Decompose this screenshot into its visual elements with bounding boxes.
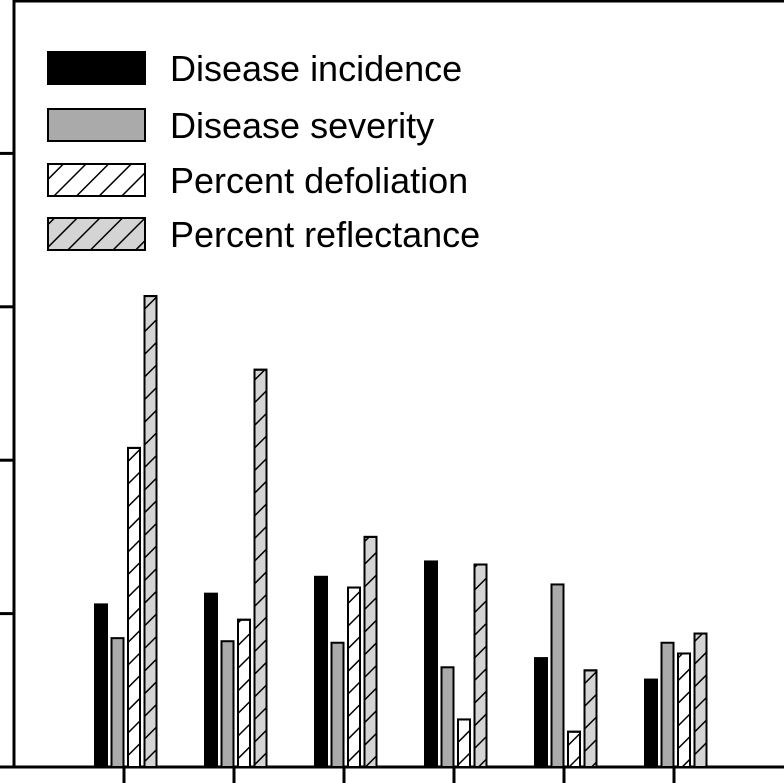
bar — [457, 718, 471, 768]
legend-item: Disease incidence — [47, 48, 462, 89]
legend-swatch — [47, 108, 146, 142]
bar — [347, 586, 361, 768]
bar — [473, 563, 488, 769]
bar — [363, 535, 378, 769]
legend-label: Percent defoliation — [170, 160, 468, 201]
bar — [110, 637, 125, 768]
bar — [440, 666, 455, 768]
bar — [237, 618, 251, 769]
bar — [330, 641, 345, 768]
bar — [534, 657, 548, 768]
legend-label: Disease severity — [170, 105, 434, 146]
legend-item: Disease severity — [47, 105, 434, 146]
bar — [424, 560, 438, 768]
bar — [693, 632, 708, 768]
bar — [127, 446, 141, 768]
legend-item: Percent defoliation — [47, 160, 468, 201]
bar — [143, 295, 158, 768]
bar — [644, 678, 658, 769]
bar — [220, 640, 235, 768]
bar — [94, 603, 108, 768]
legend-label: Percent reflectance — [170, 214, 480, 255]
bar — [550, 583, 565, 768]
bar — [583, 669, 598, 768]
bar — [567, 730, 581, 769]
bar — [204, 592, 218, 769]
bar — [314, 575, 328, 768]
bars — [94, 295, 708, 769]
legend: Disease incidence Disease severity Percent… — [47, 48, 480, 255]
legend-swatch — [47, 51, 146, 85]
bar — [660, 641, 675, 768]
bar — [677, 652, 691, 769]
legend-item: Percent reflectance — [47, 214, 480, 255]
bar — [253, 368, 268, 768]
legend-label: Disease incidence — [170, 48, 462, 89]
